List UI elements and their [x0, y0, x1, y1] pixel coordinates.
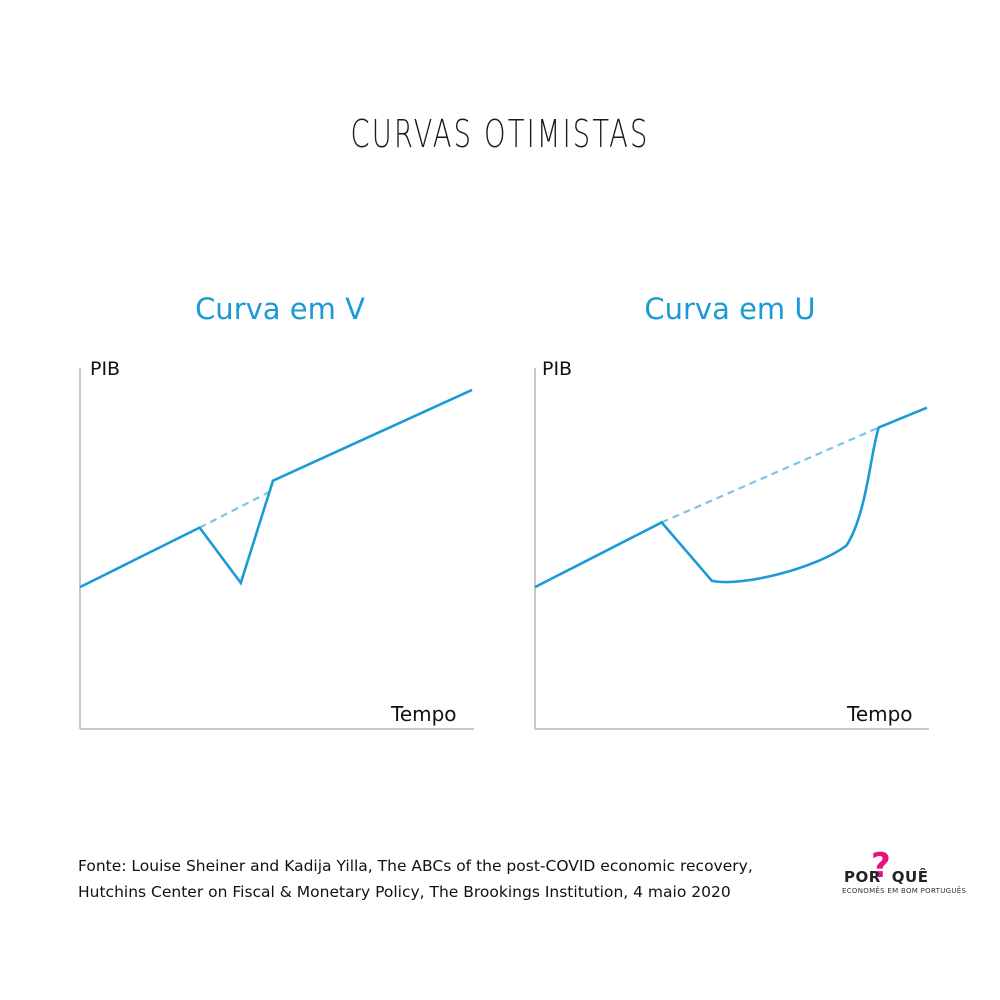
x-axis-label-u: Tempo	[847, 702, 913, 726]
chart-title-v: Curva em V	[195, 292, 365, 326]
y-axis-label-v: PIB	[90, 358, 121, 380]
projection-line-v	[199, 489, 274, 529]
projection-line-u	[661, 426, 880, 524]
source-line-1: Fonte: Louise Sheiner and Kadija Yilla, …	[78, 857, 753, 875]
chart-title-u: Curva em U	[644, 292, 816, 326]
gdp-line-v	[79, 388, 473, 589]
source-line-2: Hutchins Center on Fiscal & Monetary Pol…	[78, 883, 731, 901]
logo-tagline: ECONOMÊS EM BOM PORTUGUÊS	[842, 887, 967, 895]
page-title: CURVAS OTIMISTAS	[350, 112, 650, 156]
x-axis-label-v: Tempo	[391, 702, 457, 726]
brand-logo: ? POR QUÊ ECONOMÊS EM BOM PORTUGUÊS	[840, 846, 966, 900]
logo-question-mark: ?	[871, 846, 891, 886]
logo-wordmark: POR QUÊ	[844, 868, 929, 886]
gdp-line-u	[534, 406, 928, 589]
source-note: Fonte: Louise Sheiner and Kadija Yilla, …	[78, 853, 798, 905]
chart-u	[534, 368, 929, 730]
chart-v	[79, 368, 474, 730]
y-axis-label-u: PIB	[542, 358, 573, 380]
